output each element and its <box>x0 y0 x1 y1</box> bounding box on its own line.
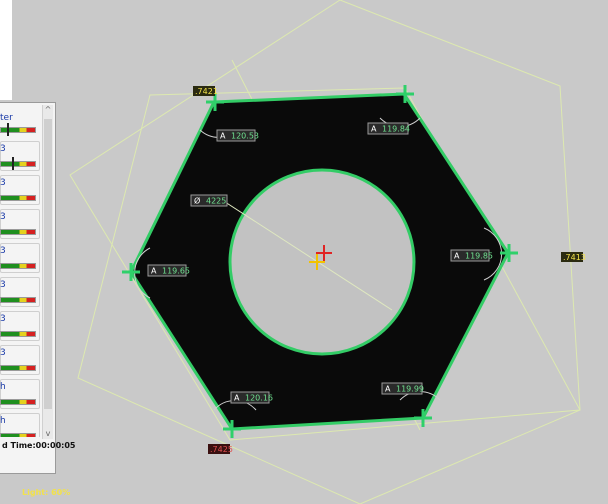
tolerance-bar <box>0 127 36 133</box>
list-item-label: 3 <box>0 178 6 188</box>
guide-rect-1 <box>69 0 581 441</box>
list-item-label: h <box>0 382 6 392</box>
svg-text:4225: 4225 <box>206 197 226 206</box>
angle-label-2: A 119.84 <box>367 122 410 135</box>
center-yellow-marker <box>309 254 325 270</box>
svg-text:120.16: 120.16 <box>245 394 273 403</box>
list-item[interactable]: 3 <box>0 311 42 345</box>
list-item[interactable]: ter <box>0 107 42 141</box>
angle-label-4: A 119.85 <box>450 249 493 262</box>
tolerance-marker <box>12 157 14 170</box>
item-box <box>0 277 40 307</box>
list-item[interactable]: 3 <box>0 209 42 243</box>
list-item[interactable]: 3 <box>0 141 42 175</box>
svg-text:A: A <box>151 267 157 276</box>
list-item-label: 3 <box>0 246 6 256</box>
list-item[interactable]: h <box>0 379 42 413</box>
tolerance-bar <box>0 229 36 235</box>
list-item[interactable]: 3 <box>0 175 42 209</box>
list-item-label: ter <box>0 113 13 123</box>
svg-text:119.84: 119.84 <box>382 125 410 134</box>
list-item-label: 3 <box>0 280 6 290</box>
angle-label-1: A 120.53 <box>216 129 259 142</box>
tolerance-bar <box>0 399 36 405</box>
item-box <box>0 413 40 437</box>
edge-tag-top: .7421 <box>193 86 218 96</box>
tolerance-bar <box>0 331 36 337</box>
item-box <box>0 175 40 205</box>
list-item[interactable]: 3 <box>0 277 42 311</box>
svg-text:A: A <box>220 132 226 141</box>
angle-label-6: A 119.99 <box>381 382 424 395</box>
item-box <box>0 243 40 273</box>
svg-text:119.99: 119.99 <box>396 385 424 394</box>
angle-label-3: A 119.65 <box>147 264 190 277</box>
svg-text:.7413: .7413 <box>563 253 586 262</box>
tolerance-bar <box>0 433 36 437</box>
background-strip <box>0 0 12 100</box>
svg-text:.7425: .7425 <box>210 445 233 454</box>
item-box <box>0 311 40 341</box>
item-box <box>0 379 40 409</box>
angle-label-5: A 120.16 <box>230 391 273 404</box>
tolerance-bar <box>0 263 36 269</box>
tolerance-bar <box>0 195 36 201</box>
diameter-line <box>221 199 393 311</box>
guide-rect-2 <box>77 87 581 504</box>
results-scrollbar[interactable]: ^ v <box>42 105 53 439</box>
results-panel[interactable]: ter 3 3 3 3 3 3 3 h h ^ v d Time:00:00:0… <box>0 102 75 474</box>
diameter-label: Ø 4225 <box>190 194 228 207</box>
edge-tag-bottom: .7425 <box>208 444 233 454</box>
results-list[interactable]: ter 3 3 3 3 3 3 3 h h <box>0 107 42 437</box>
svg-text:A: A <box>385 385 391 394</box>
tolerance-bar <box>0 161 36 167</box>
list-item[interactable]: h <box>0 413 42 437</box>
svg-text:A: A <box>454 252 460 261</box>
list-item[interactable]: 3 <box>0 345 42 379</box>
list-item-label: 3 <box>0 144 6 154</box>
svg-text:.7421: .7421 <box>195 87 218 96</box>
light-level: Light: 60% <box>22 488 71 497</box>
elapsed-time: d Time:00:00:05 <box>2 441 76 450</box>
svg-text:120.53: 120.53 <box>231 132 259 141</box>
corner-markers <box>122 85 518 438</box>
angle-labels: A 120.53 A 119.84 A 119.65 A 119.85 A 120.16 … <box>147 122 493 404</box>
item-box <box>0 141 40 171</box>
list-item[interactable]: 3 <box>0 243 42 277</box>
svg-text:119.85: 119.85 <box>465 252 493 261</box>
tolerance-bar <box>0 365 36 371</box>
svg-text:119.65: 119.65 <box>162 267 190 276</box>
svg-text:A: A <box>371 125 377 134</box>
scroll-down-icon[interactable]: v <box>45 429 51 438</box>
scroll-up-icon[interactable]: ^ <box>44 105 52 114</box>
list-item-label: 3 <box>0 212 6 222</box>
scroll-thumb[interactable] <box>44 119 52 409</box>
svg-text:Ø: Ø <box>194 196 200 206</box>
svg-text:A: A <box>234 394 240 403</box>
tolerance-bar <box>0 297 36 303</box>
item-box <box>0 209 40 239</box>
edge-tag-right: .7413 <box>561 252 586 262</box>
list-item-label: 3 <box>0 314 6 324</box>
center-red-marker <box>316 245 332 261</box>
tolerance-marker <box>7 123 9 136</box>
item-box <box>0 345 40 375</box>
list-item-label: 3 <box>0 348 6 358</box>
list-item-label: h <box>0 416 6 426</box>
